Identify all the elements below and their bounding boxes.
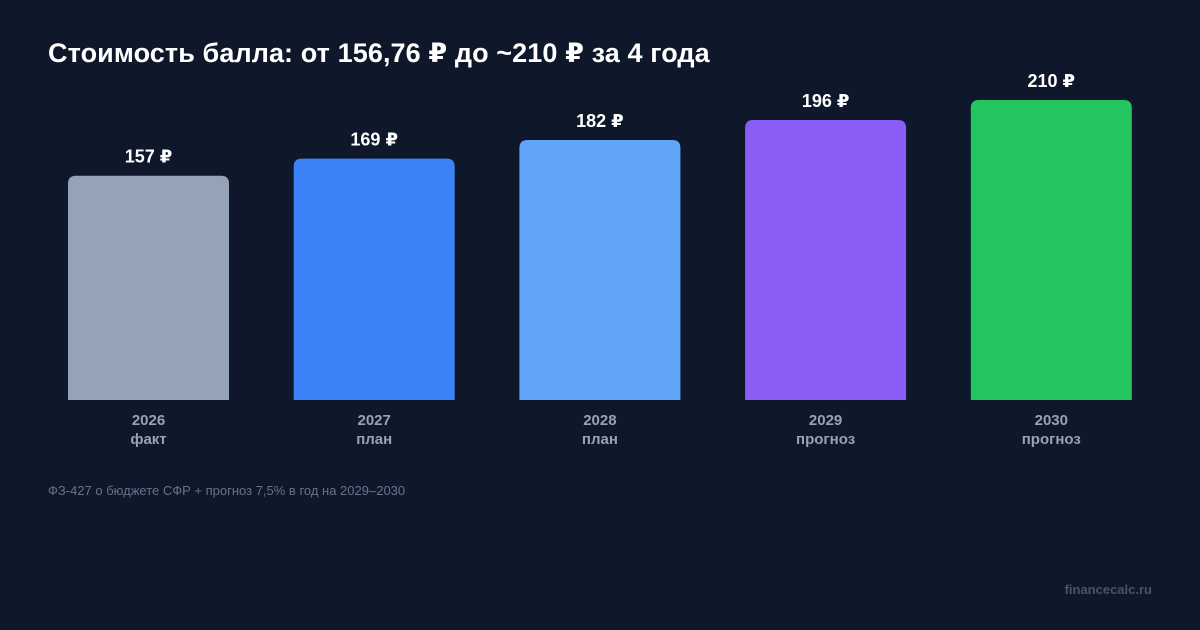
value-label-2029: 196 ₽: [802, 91, 850, 111]
bar-2026: [68, 175, 229, 400]
value-label-2028: 182 ₽: [576, 111, 624, 131]
value-label-2030: 210 ₽: [1028, 71, 1076, 91]
category-label-2030: 2030: [1035, 412, 1068, 429]
value-label-2027: 169 ₽: [350, 130, 398, 150]
value-label-2026: 157 ₽: [125, 147, 173, 167]
bar-2029: [745, 120, 907, 400]
bar-2027: [293, 158, 455, 400]
category-label-2029: 2029: [809, 412, 842, 429]
bar-chart: 157 ₽ 2026 факт 169 ₽ 2027 план 182 ₽ 2028 план 1…: [68, 71, 1132, 448]
source-footnote: ФЗ-427 о бюджете СФР + прогноз 7,5% в го…: [48, 483, 406, 498]
category-label-2027: 2027: [358, 412, 391, 429]
category-label-2026: 2026: [132, 412, 165, 429]
status-label-2029: прогноз: [796, 431, 855, 448]
category-label-2028: 2028: [583, 412, 616, 429]
chart-title: Стоимость балла: от 156,76 ₽ до ~210 ₽ з…: [48, 38, 710, 68]
status-label-2028: план: [582, 431, 618, 448]
site-watermark: financecalc.ru: [1064, 582, 1152, 597]
status-label-2027: план: [356, 431, 392, 448]
status-label-2026: факт: [130, 431, 166, 448]
bar-2030: [970, 100, 1132, 400]
bar-2028: [519, 140, 681, 400]
status-label-2030: прогноз: [1022, 431, 1081, 448]
